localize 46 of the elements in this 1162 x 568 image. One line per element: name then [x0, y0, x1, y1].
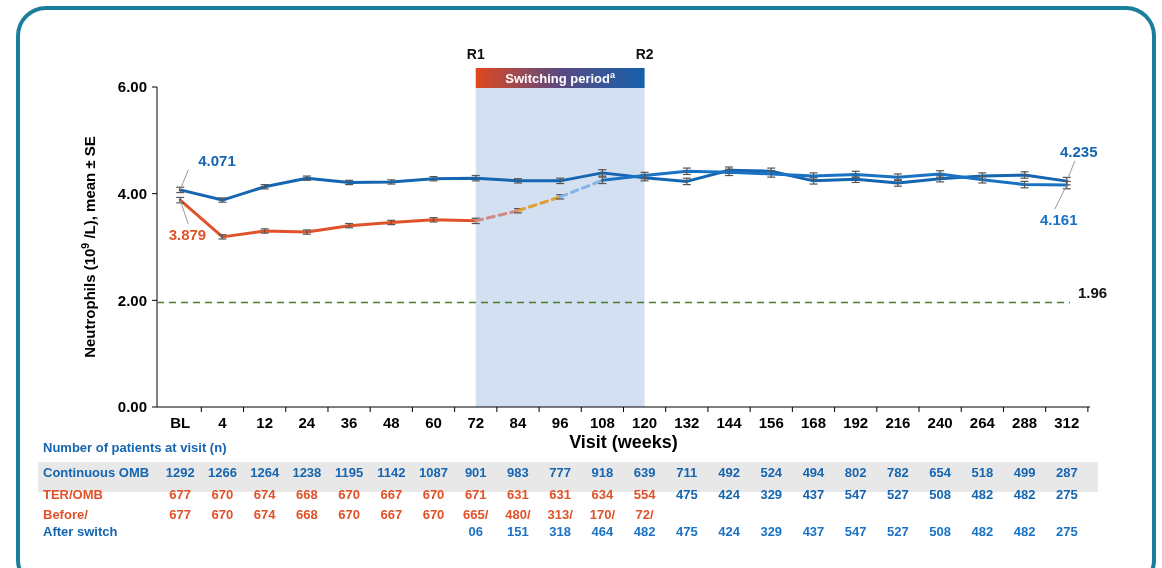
x-tick-label: 12 [256, 414, 273, 431]
x-tick-label: 4 [218, 414, 228, 431]
x-tick-label: 96 [551, 414, 569, 431]
x-tick-label: 288 [1012, 414, 1038, 431]
x-tick-label: 312 [1054, 414, 1080, 431]
text: R1 [466, 46, 485, 62]
text: Continuous OMB [43, 465, 150, 480]
data-label: 3.879 [168, 226, 207, 244]
text: 06 151 318 464 482 475 424 329 437 547 527 508 482 482 275 [468, 524, 1078, 539]
text: TER/OMB [43, 487, 103, 502]
text: 677 670 674 668 670 667 670 665/ 480/ 313/ 170/ 72/ [169, 507, 654, 522]
x-axis-title: Visit (weeks) [569, 432, 678, 452]
x-tick-label: 264 [969, 414, 996, 431]
text: 677 670 674 668 670 667 670 671 631 631 634 554 475 424 329 437 547 527 508 482 482 275 [169, 487, 1078, 502]
line-series [600, 169, 1069, 187]
x-tick-label: 168 [800, 414, 826, 431]
x-tick-label: 156 [758, 414, 784, 431]
x-tick-label: 192 [843, 414, 869, 431]
x-tick-label: 84 [509, 414, 527, 431]
ref-line-label: 1.96 [1078, 284, 1108, 302]
y-tick-label: 4.00 [117, 184, 147, 202]
text: Before/ [43, 507, 89, 522]
text: 1292 1266 1264 1238 1195 1142 1087 901 983 777 918 639 711 492 524 494 802 782 654 518 499 287 [165, 465, 1078, 480]
x-tick-label: 120 [632, 414, 658, 431]
data-label: 4.071 [198, 151, 236, 169]
x-tick-label: 144 [716, 414, 743, 431]
x-tick-label: 24 [298, 414, 316, 431]
x-tick-label: BL [170, 414, 191, 431]
text: After switch [43, 524, 118, 539]
x-tick-label: 60 [425, 414, 442, 431]
band-label: Switching period$^{a}$ [505, 70, 617, 86]
y-tick-label: 2.00 [117, 291, 147, 309]
x-tick-label: 108 [589, 414, 615, 431]
y-tick-label: 6.00 [117, 78, 147, 96]
y-tick-label: 0.00 [117, 398, 147, 416]
x-tick-label: 48 [382, 414, 400, 431]
x-tick-label: 240 [927, 414, 953, 431]
text: R2 [635, 46, 654, 62]
data-label: 4.161 [1040, 211, 1078, 229]
line-series [178, 168, 1069, 202]
x-tick-label: 72 [467, 414, 485, 431]
x-tick-label: 132 [674, 414, 700, 431]
x-tick-label: 216 [885, 414, 911, 431]
data-label: 4.235 [1060, 143, 1098, 161]
x-tick-label: 36 [340, 414, 358, 431]
text: Number of patients at visit (n) [43, 440, 227, 455]
